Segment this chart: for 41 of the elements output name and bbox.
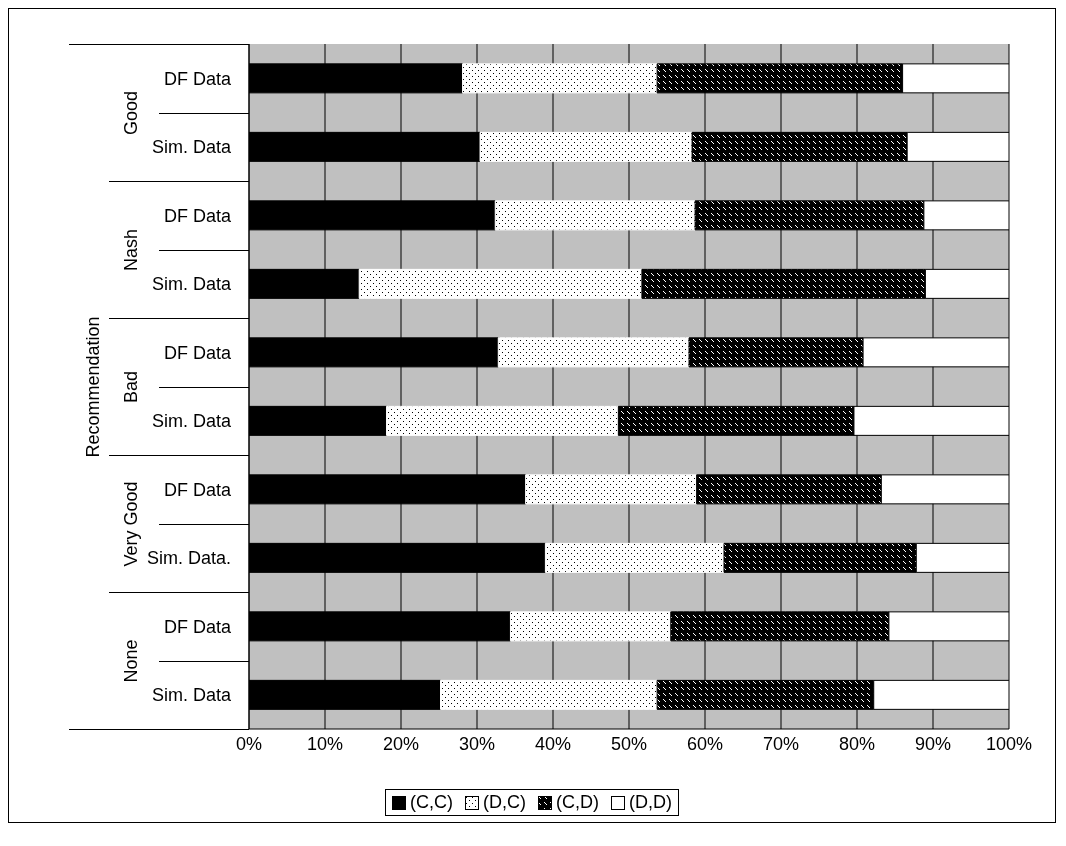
text: Good [120,90,142,135]
bar [386,405,619,436]
bar [544,542,725,573]
bar [497,337,690,368]
legend-label: (D,C) [482,792,526,813]
x-tick-label: 80% [838,733,876,754]
text: Nash [120,228,142,271]
x-tick-label: 30% [458,733,496,754]
y-tick-label: DF Data [163,479,232,500]
bar [525,474,698,505]
x-tick-label: 0% [235,733,263,754]
text: None [120,638,142,683]
x-tick-label: 10% [306,733,344,754]
y-tick-label: Sim. Data [151,411,232,432]
x-tick-label: 90% [914,733,952,754]
text: Bad [120,370,142,403]
bar [440,679,658,710]
bar [358,268,643,299]
y-tick-label: Sim. Data [151,274,232,295]
bar [494,200,696,231]
legend-label: (C,D) [555,792,599,813]
x-tick-label: 20% [382,733,420,754]
text: Very Good [120,480,142,567]
y-tick-label: DF Data [163,342,232,363]
y-tick-label: DF Data [163,205,232,226]
legend-label: (D,D) [628,792,672,813]
y-axis-title: Recommendation [82,315,104,458]
x-tick-label: 100% [985,733,1033,754]
y-tick-label: Sim. Data [151,137,232,158]
bar [509,611,672,642]
y-tick-label: Sim. Data [151,685,232,706]
y-tick-label: DF Data [163,68,232,89]
x-tick-label: 40% [534,733,572,754]
bar [462,63,658,94]
legend-label: (C,C) [409,792,453,813]
x-tick-label: 60% [686,733,724,754]
y-tick-label: DF Data [163,616,232,637]
y-tick-label: Sim. Data. [146,548,231,569]
x-tick-label: 50% [610,733,648,754]
bar [479,131,693,162]
x-tick-label: 70% [762,733,800,754]
